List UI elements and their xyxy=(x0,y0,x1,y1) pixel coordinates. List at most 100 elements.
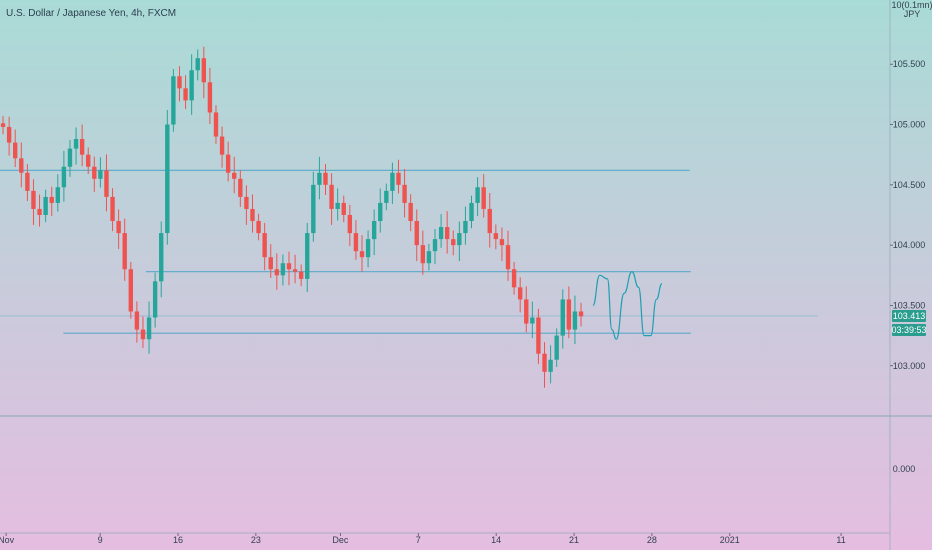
candle-body xyxy=(244,196,249,209)
candle-body xyxy=(396,172,401,185)
candle-body xyxy=(134,311,140,330)
price-tick-label: 105.000 xyxy=(893,120,926,130)
candle-body xyxy=(110,196,115,222)
candle-body xyxy=(104,170,109,197)
candle-body xyxy=(6,126,12,143)
projection-wave xyxy=(592,271,663,340)
price-tick-label: 104.000 xyxy=(893,240,926,250)
candle-body xyxy=(505,245,511,270)
candle-body xyxy=(37,208,42,215)
candle-body xyxy=(55,187,60,203)
candle-body xyxy=(61,166,67,188)
candle-body xyxy=(408,202,413,222)
candle-body xyxy=(19,158,24,173)
candle-body xyxy=(511,269,517,288)
candle-body xyxy=(469,202,474,222)
candle-body xyxy=(159,233,164,282)
candle-body xyxy=(177,76,182,89)
projection-path[interactable] xyxy=(592,271,663,340)
candle-body xyxy=(329,184,334,209)
candle-body xyxy=(341,202,346,215)
time-tick-label: Dec xyxy=(332,535,349,545)
candle-body xyxy=(238,178,243,197)
candle-body xyxy=(438,227,444,240)
candle-body xyxy=(371,221,377,240)
candle-body xyxy=(31,190,36,209)
candle-body xyxy=(43,196,48,215)
axis-top-label: 10(0.1mn) xyxy=(891,0,932,10)
time-tick-label: 28 xyxy=(647,535,657,545)
countdown-label: 03:39:53 xyxy=(891,325,926,335)
time-tick-label: 14 xyxy=(491,535,501,545)
candle-body xyxy=(183,88,188,101)
candle-body xyxy=(359,251,365,258)
time-axis[interactable]: Nov 9 16 23 Dec 7 14 21 28 2021 11 xyxy=(0,533,846,545)
candle-body xyxy=(280,263,286,276)
candle-body xyxy=(487,208,492,234)
candle-body xyxy=(554,335,559,360)
candle-body xyxy=(335,202,340,209)
candle-body xyxy=(463,221,468,234)
candle-body xyxy=(274,269,280,276)
candle-body xyxy=(317,172,322,185)
time-tick-label: 21 xyxy=(569,535,579,545)
candle-body xyxy=(195,58,200,71)
candle-body xyxy=(0,123,6,127)
candle-body xyxy=(98,170,103,179)
candle-body xyxy=(426,251,432,264)
time-tick-label: 11 xyxy=(836,535,845,545)
candle-body xyxy=(402,184,407,203)
candle-body xyxy=(171,76,176,125)
last-price-badge: 103.413 xyxy=(892,309,926,322)
candle-body xyxy=(165,124,170,234)
candle-body xyxy=(49,196,54,203)
candle-body xyxy=(262,233,267,258)
candle-body xyxy=(475,187,480,203)
candle-body xyxy=(444,227,450,240)
candle-body xyxy=(146,317,152,340)
last-price-label: 103.413 xyxy=(893,311,926,321)
candle-body xyxy=(256,221,261,234)
candle-body xyxy=(189,70,194,101)
candle-body xyxy=(79,138,85,155)
candle-body xyxy=(213,112,219,137)
candle-body xyxy=(524,299,529,324)
countdown-badge: 03:39:53 xyxy=(891,323,927,336)
candle-body xyxy=(365,239,371,258)
candle-body xyxy=(67,148,73,167)
candle-body xyxy=(323,172,328,185)
candle-body xyxy=(542,353,547,372)
price-tick-label: 103.500 xyxy=(893,300,926,310)
time-tick-label: 9 xyxy=(98,535,103,545)
candles xyxy=(0,46,584,388)
candle-body xyxy=(13,142,18,159)
candle-body xyxy=(432,239,438,252)
price-axis[interactable]: 103.000 103.500 104.000 104.500 105.000 105.5… xyxy=(890,59,925,371)
candle-body xyxy=(225,154,231,173)
currency-label: JPY xyxy=(904,9,921,19)
candle-body xyxy=(572,311,578,330)
candle-body xyxy=(73,138,79,149)
time-tick-label: 16 xyxy=(173,535,183,545)
candle-body xyxy=(517,287,523,300)
candle-body xyxy=(499,239,505,246)
candle-body xyxy=(219,136,225,155)
candle-body xyxy=(305,233,310,279)
candle-body xyxy=(530,317,535,324)
candle-body xyxy=(25,172,30,191)
candle-body xyxy=(128,269,134,312)
time-tick-label: 23 xyxy=(251,535,261,545)
candle-body xyxy=(140,329,146,340)
price-tick-label: 103.000 xyxy=(893,361,926,371)
candle-body xyxy=(384,190,389,203)
candle-body xyxy=(390,172,395,191)
candle-body xyxy=(353,233,359,252)
candle-body xyxy=(414,221,419,246)
candle-body xyxy=(92,166,97,179)
candle-body xyxy=(560,299,565,336)
candle-body xyxy=(578,311,584,317)
